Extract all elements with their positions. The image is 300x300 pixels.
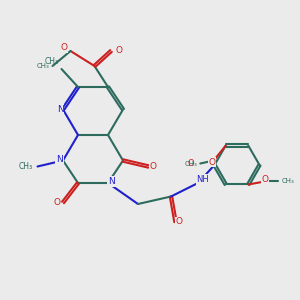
Text: NH: NH bbox=[196, 175, 209, 184]
Text: O: O bbox=[61, 44, 68, 52]
Text: O: O bbox=[149, 162, 157, 171]
Text: CH₃: CH₃ bbox=[184, 160, 197, 166]
Text: N: N bbox=[57, 105, 63, 114]
Text: CH₃: CH₃ bbox=[44, 57, 58, 66]
Text: O: O bbox=[188, 159, 194, 168]
Text: N: N bbox=[108, 177, 115, 186]
Text: CH₃: CH₃ bbox=[19, 162, 33, 171]
Text: O: O bbox=[261, 176, 268, 184]
Text: O: O bbox=[176, 218, 183, 226]
Text: CH₃: CH₃ bbox=[36, 63, 49, 69]
Text: O: O bbox=[209, 158, 216, 166]
Text: O: O bbox=[53, 198, 61, 207]
Text: CH₃: CH₃ bbox=[281, 178, 294, 184]
Text: O: O bbox=[116, 46, 122, 56]
Text: N: N bbox=[56, 154, 63, 164]
